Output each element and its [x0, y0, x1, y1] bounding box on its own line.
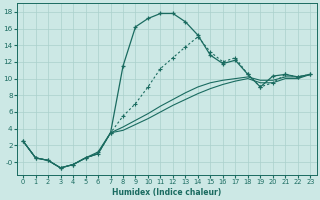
X-axis label: Humidex (Indice chaleur): Humidex (Indice chaleur) — [112, 188, 221, 197]
